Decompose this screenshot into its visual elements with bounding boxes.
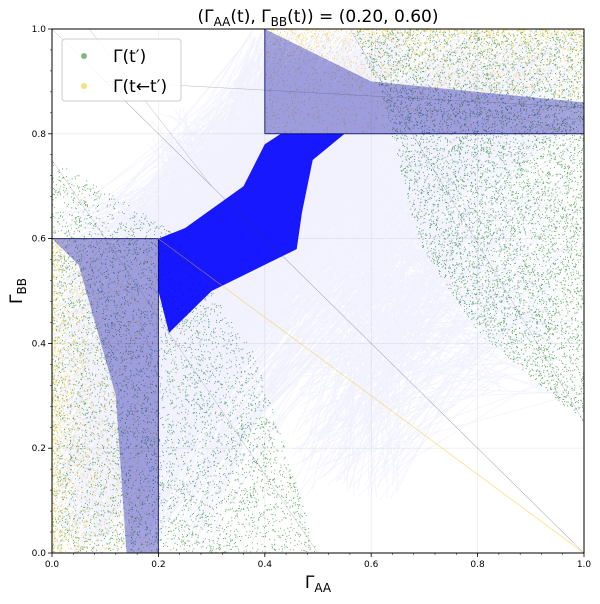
legend-marker-green — [81, 53, 87, 59]
legend-label-yellow: Γ(t←t′) — [113, 77, 167, 97]
reference-line-yellow — [158, 238, 584, 553]
y-axis-label: ΓBB​ — [7, 278, 29, 304]
x-tick-label: 0.0 — [45, 560, 60, 570]
legend-marker-yellow — [81, 83, 87, 89]
y-tick-label: 0.8 — [32, 130, 47, 140]
y-tick-label: 1.0 — [32, 25, 47, 35]
x-tick-label: 0.6 — [364, 560, 379, 570]
y-tick-label: 0.0 — [32, 549, 47, 559]
legend-frame — [61, 38, 182, 102]
reference-line — [52, 159, 319, 553]
title-text: (ΓAA​(t), ΓBB​(t)) = (0.20, 0.60) — [198, 7, 439, 29]
reference-line — [52, 29, 584, 553]
axis-ticks: 0.0 0.2 0.4 0.6 0.8 1.0 0.0 0.2 0.4 0.6 0.8 1.0 — [32, 25, 592, 570]
reference-line — [349, 29, 584, 423]
reference-line — [105, 81, 584, 108]
data-layer — [52, 29, 584, 553]
x-tick-label: 0.8 — [470, 560, 485, 570]
legend-label-green: Γ(t′) — [113, 47, 146, 67]
reference-line — [62, 39, 574, 543]
x-axis-label: ΓAA​ — [305, 573, 332, 595]
x-tick-label: 1.0 — [577, 560, 592, 570]
plot-frame — [51, 28, 585, 554]
x-tick-label: 0.4 — [258, 560, 273, 570]
y-tick-label: 0.2 — [32, 444, 46, 454]
series-yellow-points — [52, 29, 584, 553]
legend: Γ(t′) Γ(t←t′) — [61, 38, 182, 102]
chart-title: (ΓAA​(t), ΓBB​(t)) = (0.20, 0.60) — [198, 7, 439, 29]
x-axis-label-text: ΓAA​ — [305, 573, 332, 595]
y-tick-label: 0.6 — [32, 235, 47, 245]
x-tick-label: 0.2 — [151, 560, 165, 570]
plot-area — [52, 29, 584, 553]
blue-dense-lower-left — [52, 238, 159, 553]
blue-dense-band — [158, 133, 345, 333]
y-tick-label: 0.4 — [32, 339, 47, 349]
y-axis-label-text: ΓBB​ — [7, 278, 29, 304]
blue-dense-upper-right — [264, 29, 584, 134]
